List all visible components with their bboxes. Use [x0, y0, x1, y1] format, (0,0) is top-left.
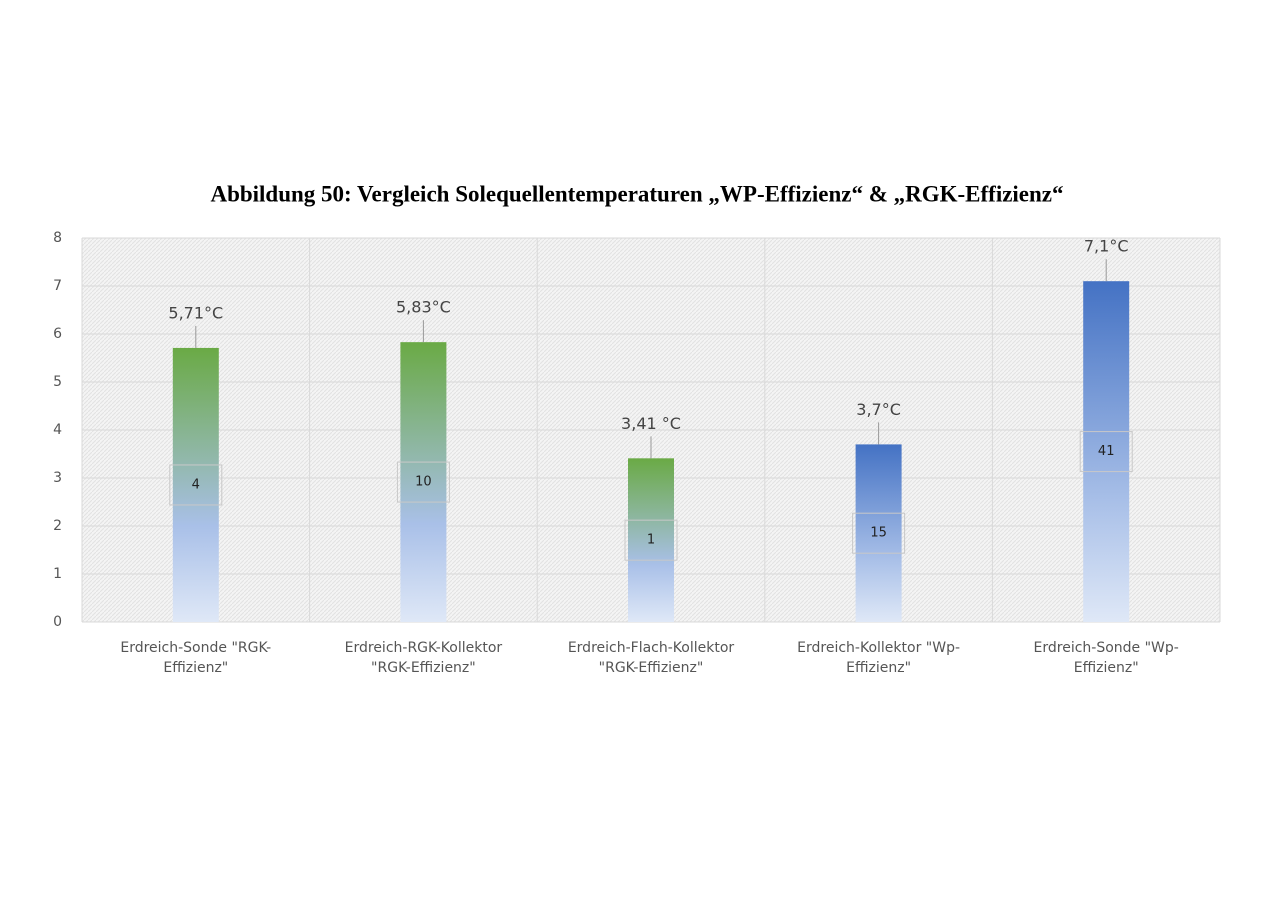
bar — [628, 458, 674, 622]
inner-label-box — [852, 512, 906, 554]
x-tick-label: Erdreich-Sonde "RGK-Effizienz" — [120, 640, 272, 676]
inner-label-box — [396, 461, 450, 503]
inner-label: 10 — [415, 475, 432, 490]
data-label: 5,83°C — [396, 298, 451, 317]
y-tick-label: 5 — [53, 374, 62, 390]
bar — [400, 342, 447, 622]
inner-label: 15 — [870, 526, 887, 541]
data-label: 5,71°C — [168, 303, 223, 322]
y-tick-label: 2 — [53, 518, 62, 534]
data-label: 3,7°C — [856, 400, 901, 419]
chart-title: Abbildung 50: Vergleich Solequellentempe… — [210, 181, 1063, 206]
bar — [172, 347, 219, 622]
x-tick-label: Erdreich-Kollektor "Wp-Effizienz" — [797, 640, 961, 676]
inner-label-box — [624, 519, 678, 561]
inner-label: 1 — [647, 533, 655, 548]
y-tick-label: 0 — [53, 614, 62, 630]
x-tick-label: Erdreich-Sonde "Wp-Effizienz" — [1033, 640, 1179, 676]
y-tick-label: 6 — [53, 326, 62, 342]
bar — [1083, 281, 1130, 622]
x-tick-label: Erdreich-Flach-Kollektor "RGK-Effizienz" — [567, 640, 735, 676]
y-tick-label: 8 — [53, 230, 62, 246]
y-tick-label: 3 — [53, 470, 62, 486]
y-tick-label: 1 — [53, 566, 62, 582]
x-tick-label: Erdreich-RGK-Kollektor "RGK-Effizienz" — [344, 640, 503, 676]
bar — [855, 444, 902, 622]
data-label: 7,1°C — [1084, 237, 1129, 256]
inner-label-box — [1079, 431, 1133, 473]
inner-label: 4 — [192, 477, 200, 492]
data-label: 3,41 °C — [621, 414, 681, 433]
inner-label-box — [169, 464, 223, 506]
inner-label: 41 — [1098, 444, 1115, 459]
y-tick-label: 7 — [53, 278, 62, 294]
y-tick-label: 4 — [53, 422, 62, 438]
